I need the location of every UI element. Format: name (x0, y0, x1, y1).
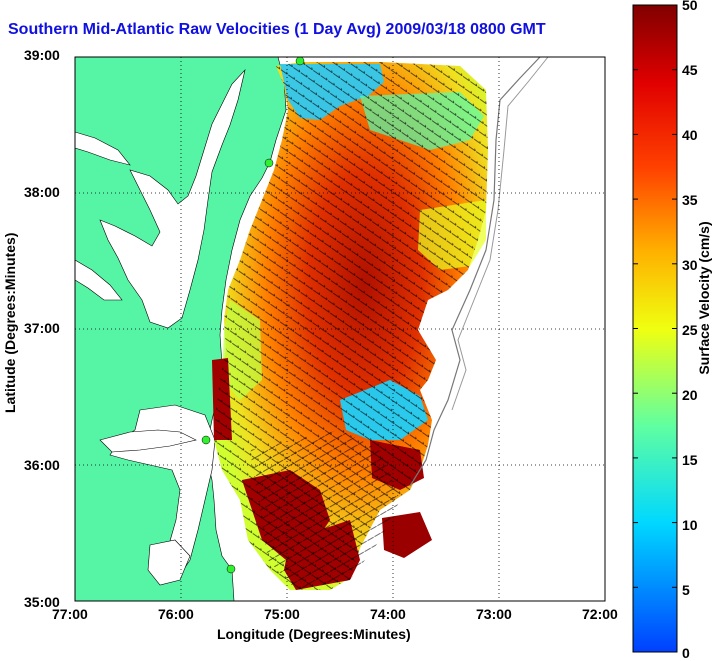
x-tick-label: 76:00 (158, 606, 194, 622)
x-tick-label: 72:00 (582, 606, 618, 622)
colorbar-tick-label: 40 (682, 127, 698, 143)
radar-site-marker (226, 564, 236, 574)
bathymetry-contour (451, 56, 549, 411)
chart-title: Southern Mid-Atlantic Raw Velocities (1 … (8, 21, 546, 38)
plot-frame (74, 56, 606, 602)
x-tick-label: 77:00 (52, 606, 88, 622)
y-tick-label: 35:00 (24, 594, 60, 610)
colorbar-tick-label: 35 (682, 192, 698, 208)
bay-inlet (147, 539, 191, 586)
chesapeake-bay (99, 68, 246, 329)
radar-site-marker (295, 56, 305, 66)
x-tick-label: 74:00 (370, 606, 406, 622)
x-axis-label: Longitude (Degrees:Minutes) (217, 626, 411, 642)
colorbar-ticks (633, 69, 677, 588)
colorbar-tick-label: 30 (682, 257, 698, 273)
colorbar-tick-label: 10 (682, 517, 698, 533)
y-tick-label: 36:00 (24, 457, 60, 473)
radar-site-marker (201, 435, 211, 445)
colorbar-tick-label: 50 (682, 0, 698, 13)
albemarle-sound (99, 429, 197, 453)
velocity-vectors (250, 430, 400, 590)
y-tick-label: 37:00 (24, 320, 60, 336)
high-velocity-patch (382, 512, 432, 558)
bathymetry-contour (409, 56, 541, 487)
grid-lines (75, 57, 605, 601)
y-tick-label: 39:00 (24, 47, 60, 63)
colorbar-tick-label: 0 (682, 645, 690, 661)
radar-site-marker (264, 158, 274, 168)
colorbar-tick-label: 45 (682, 62, 698, 78)
x-tick-label: 73:00 (476, 606, 512, 622)
colorbar-tick-label: 20 (682, 387, 698, 403)
colorbar-tick-label: 25 (682, 322, 698, 338)
y-tick-label: 38:00 (24, 184, 60, 200)
bay-inlet (74, 259, 123, 301)
colorbar (632, 4, 678, 653)
colorbar-tick-label: 5 (682, 582, 690, 598)
x-tick-label: 75:00 (264, 606, 300, 622)
colorbar-tick-label: 15 (682, 452, 698, 468)
bay-inlet (74, 131, 131, 166)
